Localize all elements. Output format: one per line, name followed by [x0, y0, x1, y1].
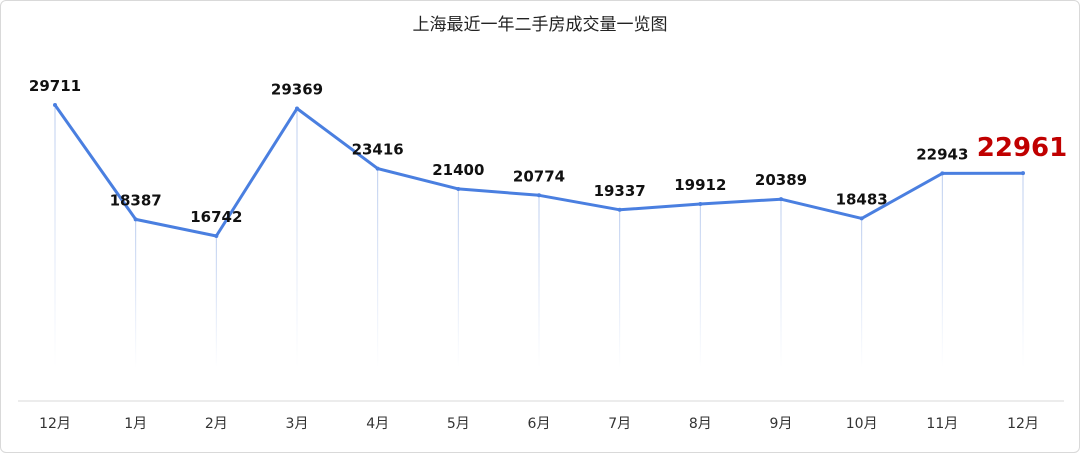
data-point: [779, 197, 783, 202]
data-point: [375, 166, 380, 171]
x-tick-label: 8月: [689, 416, 712, 432]
drop-line: [377, 168, 379, 368]
drop-line: [54, 105, 56, 368]
data-point: [617, 207, 622, 212]
data-point: [859, 216, 864, 221]
data-point: [537, 193, 541, 198]
drop-line: [780, 199, 782, 368]
x-tick-label: 5月: [447, 416, 470, 432]
value-label: 18483: [836, 190, 888, 208]
value-label: 21400: [432, 161, 484, 179]
drop-line: [215, 236, 217, 368]
value-label: 22943: [916, 145, 968, 163]
data-point: [1021, 171, 1025, 176]
x-tick-label: 4月: [366, 416, 389, 432]
drop-lines: [54, 105, 1024, 369]
value-labels: 29711 18387 16742 29369 23416 21400 20774 19337…: [29, 77, 1067, 238]
x-tick-label: 3月: [286, 416, 309, 432]
value-label: 29369: [271, 80, 323, 98]
drop-line: [296, 108, 298, 369]
data-point: [295, 106, 299, 111]
x-tick-label: 1月: [124, 416, 147, 432]
data-point: [456, 186, 461, 191]
value-label: 16742: [190, 208, 242, 226]
drop-line: [538, 195, 540, 368]
x-tick-label: 12月: [1007, 416, 1039, 432]
drop-line: [1022, 173, 1024, 368]
drop-line: [941, 173, 943, 368]
data-point: [214, 234, 219, 238]
data-point: [698, 201, 703, 206]
data-point: [133, 217, 138, 222]
chart-title: 上海最近一年二手房成交量一览图: [412, 15, 668, 35]
value-label: 29711: [29, 77, 81, 95]
data-point: [53, 103, 57, 107]
highlight-value-label: 22961: [977, 133, 1067, 163]
value-label: 23416: [352, 141, 404, 159]
x-tick-label: 10月: [846, 416, 878, 432]
x-tick-label: 7月: [608, 416, 631, 432]
value-label: 18387: [110, 191, 162, 209]
drop-line: [619, 209, 621, 368]
value-label: 19337: [594, 182, 646, 200]
x-tick-label: 2月: [205, 416, 228, 432]
drop-line: [457, 188, 459, 368]
drop-line: [699, 203, 701, 368]
drop-line: [135, 219, 137, 368]
x-tick-label: 11月: [926, 416, 958, 432]
value-label: 20389: [755, 171, 807, 189]
data-point: [940, 171, 945, 176]
x-tick-labels: 12月 1月 2月 3月 4月 5月 6月 7月 8月 9月 10月 11月 12月: [39, 416, 1039, 432]
x-tick-label: 12月: [39, 416, 71, 432]
x-tick-label: 6月: [528, 416, 551, 432]
value-label: 19912: [674, 176, 726, 194]
drop-line: [861, 218, 863, 368]
x-tick-label: 9月: [770, 416, 793, 432]
value-label: 20774: [513, 167, 565, 185]
